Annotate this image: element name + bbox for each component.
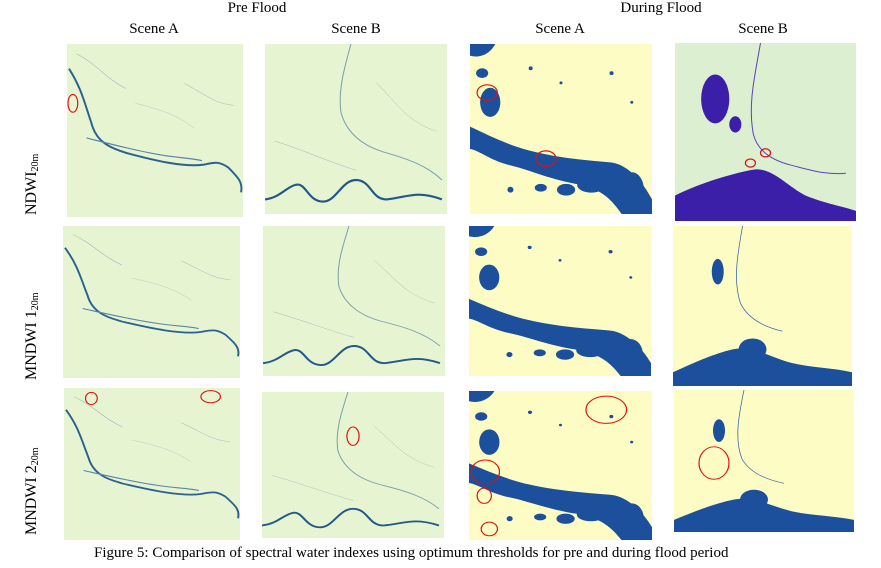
panel-mndwi1-during-b (673, 226, 852, 386)
figure-caption: Figure 5: Comparison of spectral water i… (94, 545, 729, 561)
pre-flood-title: Pre Flood (227, 0, 287, 16)
scene-title-pre-b: Scene B (331, 21, 381, 37)
during-flood-title: During Flood (620, 0, 702, 16)
row-label-mndwi2: MNDWI 220m (23, 447, 41, 535)
panel-ndwi-pre-a (67, 44, 243, 217)
panel-mndwi2-during-a (469, 391, 652, 540)
panel-mndwi1-pre-a (63, 226, 240, 378)
panel-mndwi2-pre-b (262, 392, 444, 538)
row-label-mndwi1: MNDWI 120m (23, 292, 41, 380)
panel-mndwi2-during-b (674, 390, 854, 532)
scene-title-pre-a: Scene A (129, 21, 179, 37)
scene-title-during-b: Scene B (738, 21, 788, 37)
panel-mndwi1-during-a (469, 226, 651, 376)
panel-mndwi2-pre-a (64, 388, 240, 540)
panel-ndwi-pre-b (265, 44, 447, 214)
panel-ndwi-during-a (470, 44, 652, 214)
panel-mndwi1-pre-b (263, 226, 445, 376)
row-label-ndwi: NDWI20m (23, 153, 41, 215)
panel-ndwi-during-b (675, 43, 856, 221)
scene-title-during-a: Scene A (535, 21, 585, 37)
